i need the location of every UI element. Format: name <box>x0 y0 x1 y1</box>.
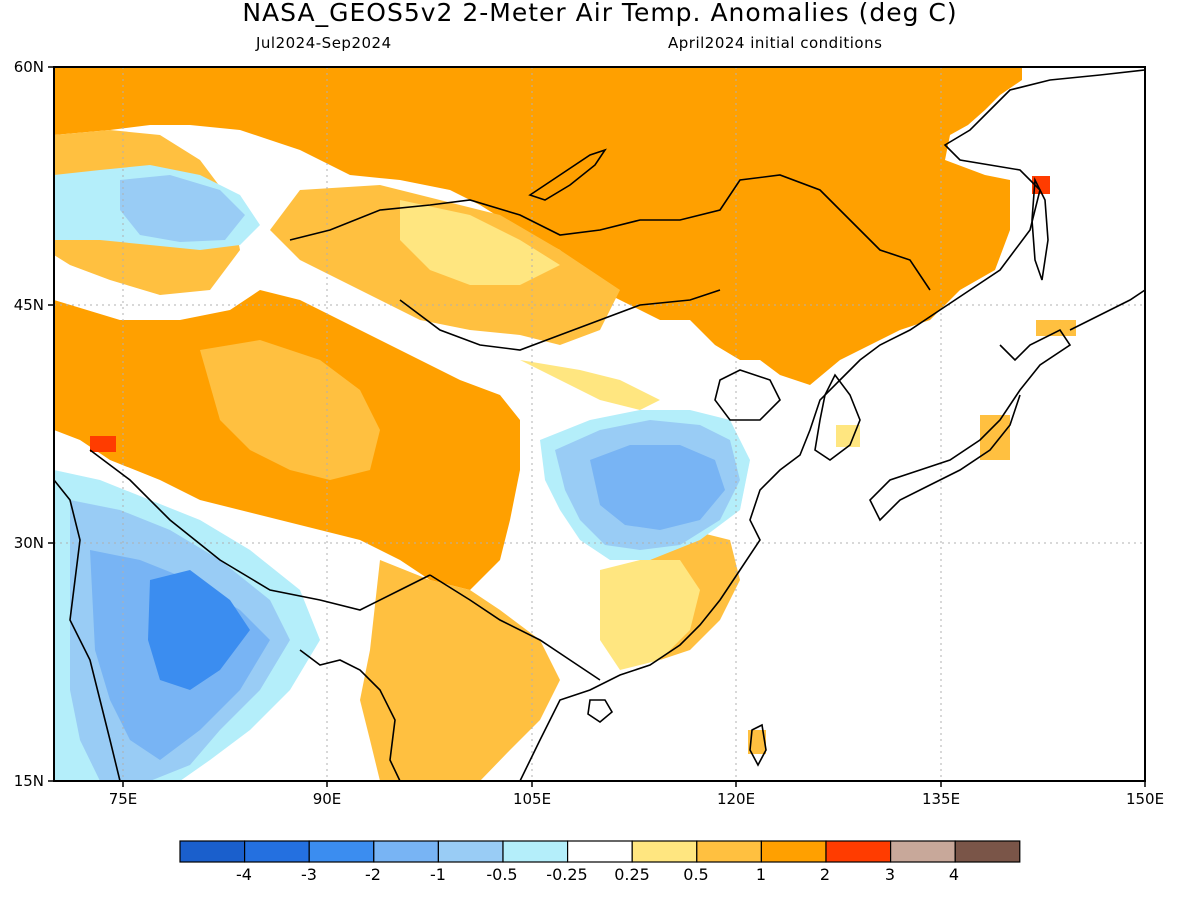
colorbar-swatch <box>760 840 827 863</box>
colorbar-label: 2 <box>819 865 831 884</box>
anomaly-region-slight-warm-mongolia <box>400 200 560 285</box>
border-mongolia-south <box>399 289 721 351</box>
colorbar-label: 0.5 <box>683 865 709 884</box>
anomaly-region-cold-india <box>148 570 250 690</box>
lon-label-135e: 135E <box>921 790 961 808</box>
anomaly-region-cool-kazakh <box>120 175 245 242</box>
colorbar-swatch <box>696 840 762 863</box>
anomaly-korea-patch <box>836 425 860 447</box>
coastline-hainan <box>587 699 614 723</box>
lon-label-90e: 90E <box>312 790 342 808</box>
anomaly-region-slight-warm-coast <box>600 560 700 670</box>
colorbar-swatch <box>308 840 375 863</box>
lon-label-75e: 75E <box>108 790 138 808</box>
colorbar-label: 3 <box>884 865 896 884</box>
anomaly-hot-spot-sakhalin <box>1032 176 1050 194</box>
anomaly-region-slight-warm-central <box>520 360 660 410</box>
colorbar <box>179 840 1021 863</box>
colorbar-label: -4 <box>236 865 252 884</box>
lon-label-120e: 120E <box>716 790 756 808</box>
coastline-korea <box>814 373 861 461</box>
coastline-east-asia <box>519 69 1145 781</box>
colorbar-label: -0.5 <box>486 865 518 884</box>
border-china-south <box>429 574 601 681</box>
colorbar-swatch <box>889 840 956 863</box>
colorbar-swatch <box>244 840 310 863</box>
anomaly-japan-patch-1 <box>1036 320 1076 336</box>
colorbar-swatch <box>566 840 633 863</box>
colorbar-swatch <box>179 840 246 863</box>
tick-marks <box>48 66 1146 787</box>
chart-title: NASA_GEOS5v2 2-Meter Air Temp. Anomalies… <box>242 0 958 27</box>
coastline-baikal <box>528 148 607 201</box>
colorbar-label: 0.25 <box>614 865 650 884</box>
colorbar-label: -1 <box>430 865 446 884</box>
colorbar-swatch <box>437 840 504 863</box>
colorbar-label: 1 <box>755 865 767 884</box>
colorbar-label: -3 <box>301 865 317 884</box>
colorbar-swatch <box>825 840 892 863</box>
border-china-mongolia <box>289 174 931 291</box>
coastline-bay-bengal <box>299 649 401 781</box>
forecast-period: Jul2024-Sep2024 <box>256 34 392 52</box>
lat-label-30n: 30N <box>13 534 44 552</box>
colorbar-swatch <box>954 840 1021 863</box>
colorbar-swatch <box>373 840 439 863</box>
colorbar-label: -2 <box>365 865 381 884</box>
anomaly-hot-spot-karakoram <box>90 436 116 452</box>
anomaly-region-warm-tibet <box>200 340 380 480</box>
coastline-sakhalin <box>1031 177 1049 281</box>
coastline-kuril <box>1069 289 1145 331</box>
lat-label-60n: 60N <box>13 58 44 76</box>
gridlines <box>54 67 1145 781</box>
coastline-japan <box>869 328 1072 522</box>
colorbar-swatch <box>631 840 698 863</box>
map-frame <box>53 66 1146 782</box>
lon-label-105e: 105E <box>512 790 552 808</box>
coastlines-and-borders <box>54 69 1145 781</box>
lon-label-150e: 150E <box>1125 790 1165 808</box>
anomaly-region-warm-southchina <box>360 560 560 781</box>
anomaly-taiwan-patch <box>748 730 766 754</box>
lat-label-45n: 45N <box>13 296 44 314</box>
colorbar-label: 4 <box>948 865 960 884</box>
border-himalaya <box>89 449 431 611</box>
coastline-india <box>54 479 121 781</box>
coastline-taiwan <box>749 723 767 767</box>
anomaly-region-cooler-china <box>590 445 725 530</box>
initial-conditions: April2024 initial conditions <box>668 34 883 52</box>
colorbar-swatch <box>502 840 569 863</box>
lat-label-15n: 15N <box>13 772 44 790</box>
anomaly-field <box>54 67 1145 781</box>
coastline-bohai <box>714 369 781 421</box>
colorbar-label: -0.25 <box>546 865 588 884</box>
